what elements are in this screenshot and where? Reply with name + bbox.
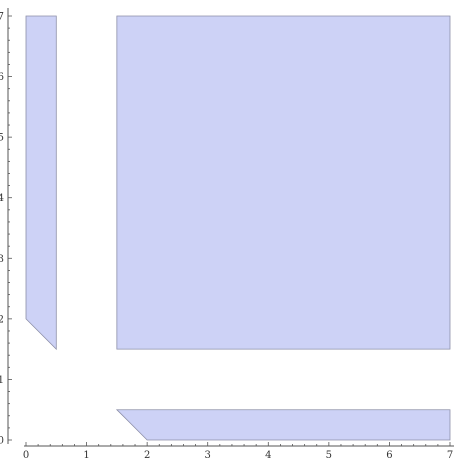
bottom-strip-region [115,409,451,441]
y-tick-label: 4 [0,193,4,204]
y-tick-label: 7 [0,12,4,23]
y-tick-label: 1 [0,375,4,386]
y-tick-label: 6 [0,72,4,83]
x-tick-label: 2 [144,450,150,461]
x-tick-label: 0 [23,450,29,461]
axes: 0 1 2 3 4 5 6 7 0 1 2 3 4 5 6 7 [0,8,454,461]
x-tick-label: 4 [265,450,271,461]
plot-regions [25,15,451,441]
y-tick-label: 0 [0,436,4,447]
left-strip-region [25,15,57,351]
y-tick-label: 2 [0,314,4,325]
y-tick-label: 5 [0,133,4,144]
x-tick-label: 1 [83,450,89,461]
x-tick-label: 7 [447,450,453,461]
y-tick-label: 3 [0,254,4,265]
x-tick-label: 6 [386,450,392,461]
x-tick-label: 5 [326,450,332,461]
large-square-region [116,15,451,350]
x-tick-label: 3 [205,450,211,461]
